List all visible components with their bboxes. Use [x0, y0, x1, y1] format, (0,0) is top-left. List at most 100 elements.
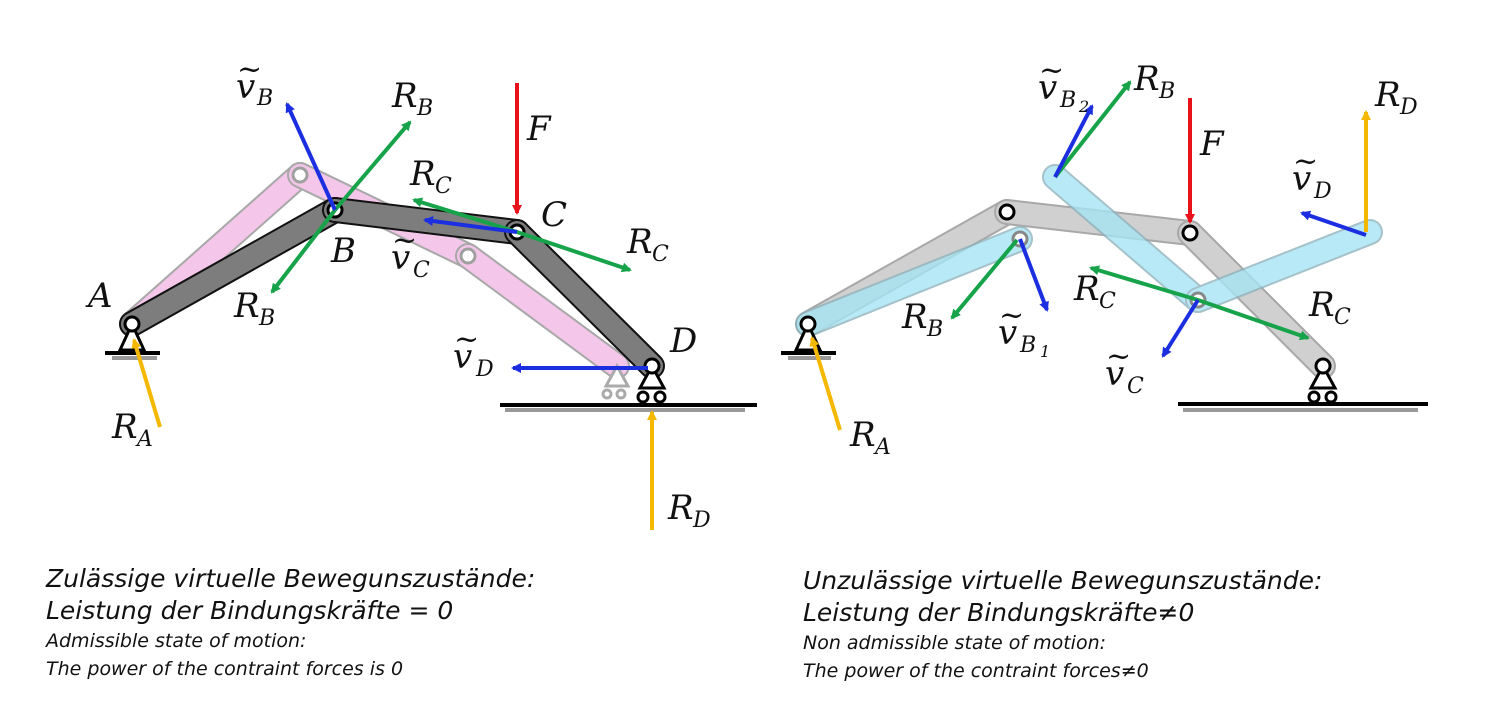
- svg-text:C: C: [1127, 374, 1144, 399]
- svg-text:B: B: [258, 306, 275, 331]
- velocity-vD-arrow-right: [1300, 210, 1367, 237]
- svg-text:~: ~: [999, 298, 1024, 333]
- joint-C: [1181, 224, 1199, 242]
- velocity-vC-arrow-right: [1161, 298, 1200, 358]
- label-RB-lower: R B: [233, 286, 275, 331]
- label-RA: R A: [111, 407, 153, 452]
- svg-text:~: ~: [454, 322, 479, 357]
- label-vC: ~ v C: [391, 223, 430, 283]
- constraint-RC-right-arrow-right: [1197, 298, 1310, 341]
- label-vC-right: ~ v C: [1105, 339, 1144, 399]
- svg-text:C: C: [435, 174, 452, 199]
- svg-text:D: D: [692, 508, 711, 533]
- label-RD: R D: [667, 488, 711, 533]
- joint-B: [998, 203, 1016, 221]
- label-RC-upper-right: R C: [1073, 269, 1116, 314]
- label-RC-upper: R C: [409, 154, 452, 199]
- caption-right-line3: Non admissible state of motion:: [803, 632, 1107, 654]
- svg-text:v: v: [1292, 159, 1311, 199]
- svg-text:R: R: [391, 76, 418, 116]
- constraint-RB-down-arrow-right: [950, 238, 1019, 320]
- svg-text:R: R: [1073, 269, 1100, 309]
- label-RB-upper: R B: [391, 76, 433, 121]
- velocity-vB-arrow: [285, 102, 337, 211]
- svg-text:A: A: [873, 435, 891, 460]
- caption-left: Zulässige virtuelle Bewegunszustände: Le…: [46, 563, 535, 683]
- svg-text:2: 2: [1078, 97, 1089, 116]
- svg-text:R: R: [626, 222, 653, 262]
- svg-text:B: B: [926, 317, 943, 342]
- svg-text:D: D: [1399, 95, 1418, 120]
- constraint-RB-down-arrow: [270, 208, 337, 294]
- svg-text:C: C: [652, 242, 669, 267]
- caption-right-line2: Leistung der Bindungskräfte≠0: [803, 598, 1195, 627]
- svg-text:v: v: [1105, 354, 1124, 394]
- caption-right-line1: Unzulässige virtuelle Bewegunszustände:: [803, 566, 1323, 595]
- reaction-RA-arrow-right: [809, 336, 842, 431]
- svg-text:R: R: [111, 407, 138, 447]
- svg-text:R: R: [849, 415, 876, 455]
- svg-text:~: ~: [392, 223, 417, 258]
- caption-left-line2: Leistung der Bindungskräfte = 0: [46, 596, 454, 625]
- virtual-links-cyan: [795, 164, 1383, 337]
- svg-text:C: C: [413, 258, 430, 283]
- svg-text:R: R: [1374, 75, 1401, 115]
- label-RC-lower: R C: [626, 222, 669, 267]
- svg-text:R: R: [1133, 59, 1160, 99]
- right-diagram: F R A R D R B R B R C R C ~ v B 2: [781, 53, 1428, 460]
- label-vD-right: ~ v D: [1292, 144, 1332, 204]
- svg-text:v: v: [1038, 68, 1057, 108]
- svg-text:R: R: [667, 488, 694, 528]
- constraint-RC-left-arrow-right: [1089, 265, 1199, 302]
- svg-text:v: v: [236, 67, 255, 107]
- svg-text:B: B: [256, 86, 273, 111]
- label-RB-upper-right: R B: [1133, 59, 1175, 104]
- roller-support-D-right: [1307, 357, 1338, 404]
- constraint-RB-up-arrow: [333, 120, 412, 212]
- svg-text:D: D: [1313, 179, 1332, 204]
- caption-left-line3: Admissible state of motion:: [46, 630, 307, 652]
- svg-text:R: R: [233, 286, 260, 326]
- svg-text:1: 1: [1040, 342, 1050, 361]
- label-RC-lower-right: R C: [1308, 285, 1351, 330]
- constraint-RB-up-arrow-right: [1053, 80, 1132, 179]
- velocity-vB1-arrow: [1018, 238, 1049, 312]
- label-RD-right: R D: [1374, 75, 1418, 120]
- label-vB1: ~ v B 1: [998, 298, 1050, 361]
- velocity-vB2-arrow: [1053, 104, 1094, 178]
- caption-left-line1: Zulässige virtuelle Bewegunszustände:: [46, 564, 536, 593]
- svg-text:R: R: [409, 154, 436, 194]
- reaction-RA-arrow: [131, 338, 162, 428]
- svg-text:v: v: [998, 313, 1017, 353]
- label-RB-lower-right: R B: [901, 297, 943, 342]
- constraint-RC-left-arrow: [412, 197, 518, 234]
- label-vB2: ~ v B 2: [1038, 53, 1089, 116]
- svg-text:~: ~: [237, 52, 262, 87]
- svg-text:D: D: [475, 357, 494, 382]
- label-C: C: [541, 195, 567, 235]
- svg-text:B: B: [1059, 88, 1076, 113]
- svg-text:A: A: [135, 427, 153, 452]
- label-B: B: [330, 231, 356, 271]
- svg-text:v: v: [453, 337, 472, 377]
- svg-text:~: ~: [1039, 53, 1064, 88]
- svg-text:C: C: [1099, 289, 1116, 314]
- svg-text:~: ~: [1106, 339, 1131, 374]
- svg-text:B: B: [416, 96, 433, 121]
- label-D: D: [669, 321, 697, 361]
- svg-text:C: C: [1334, 305, 1351, 330]
- svg-text:R: R: [901, 297, 928, 337]
- left-diagram: A B C D F R A R D R B R B R C R C ~: [85, 52, 757, 533]
- constraint-RC-right-arrow: [516, 230, 632, 273]
- label-vD: ~ v D: [453, 322, 494, 382]
- svg-text:B: B: [1158, 79, 1175, 104]
- velocity-vC-arrow: [423, 216, 518, 234]
- label-F: F: [526, 109, 552, 149]
- svg-text:v: v: [391, 238, 410, 278]
- svg-text:R: R: [1308, 285, 1335, 325]
- label-A: A: [85, 276, 113, 316]
- caption-right-line4: The power of the contraint forces≠0: [803, 660, 1149, 682]
- label-F-right: F: [1199, 124, 1225, 164]
- label-vB: ~ v B: [236, 52, 273, 111]
